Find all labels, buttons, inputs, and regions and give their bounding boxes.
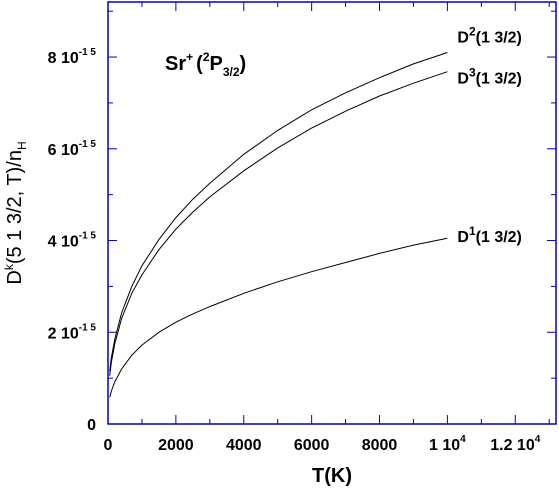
tick-labels: 0 2000 4000 6000 8000 1 104 1.2 104 0 2 10-1 5 4 …: [48, 47, 541, 454]
y-tick-label: 6 10-1 5: [48, 139, 97, 159]
y-tick-label: 4 10-1 5: [48, 231, 97, 251]
series-label-3: D3(1 3/2): [457, 66, 521, 88]
x-tick-label: 1.2 104: [490, 434, 540, 454]
x-tick-label: 2000: [158, 437, 194, 454]
y-axis-title: Dk(5 1 3/2, T)/nH: [2, 141, 29, 284]
x-tick-label: 4000: [226, 437, 262, 454]
x-tick-label: 1 104: [429, 434, 466, 454]
series-line-2: [109, 52, 448, 372]
chart-title: Sr+ (2P3/2): [165, 50, 246, 79]
series-labels: D2(1 3/2) D3(1 3/2) D1(1 3/2): [457, 24, 521, 246]
x-axis-title: T(K): [312, 465, 352, 487]
series-label-1: D1(1 3/2): [457, 224, 521, 246]
series-label-2: D2(1 3/2): [457, 24, 521, 46]
y-tick-label: 2 10-1 5: [48, 322, 97, 342]
x-tick-label: 8000: [362, 437, 398, 454]
series-lines: [109, 52, 448, 398]
y-tick-label: 8 10-1 5: [48, 47, 97, 67]
x-tick-label: 0: [104, 437, 113, 454]
plot-frame: [107, 1, 557, 425]
series-line-3: [109, 71, 448, 376]
tick-marks: [107, 2, 556, 425]
x-tick-label: 6000: [294, 437, 330, 454]
y-tick-label: 0: [87, 417, 96, 434]
series-line-1: [109, 237, 448, 398]
